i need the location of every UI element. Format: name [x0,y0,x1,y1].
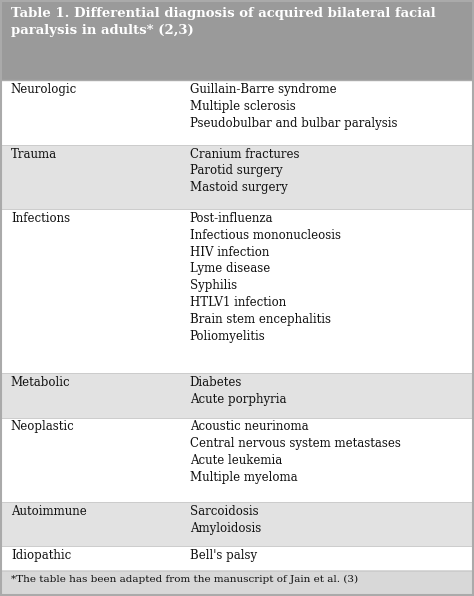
Text: Infections: Infections [11,212,70,225]
Text: Post-influenza
Infectious mononucleosis
HIV infection
Lyme disease
Syphilis
HTLV: Post-influenza Infectious mononucleosis … [190,212,341,343]
Text: Neurologic: Neurologic [11,83,77,96]
Bar [1,418,473,502]
Text: Trauma: Trauma [11,148,57,160]
Text: Acoustic neurinoma
Central nervous system metastases
Acute leukemia
Multiple mye: Acoustic neurinoma Central nervous syste… [190,420,401,484]
Bar [1,570,473,595]
Bar [1,502,473,547]
Text: paralysis in adults* (2,3): paralysis in adults* (2,3) [11,24,194,37]
Bar [1,1,473,80]
Text: Autoimmune: Autoimmune [11,505,87,518]
Text: Sarcoidosis
Amyloidosis: Sarcoidosis Amyloidosis [190,505,261,535]
Text: Idiopathic: Idiopathic [11,549,71,562]
Text: Cranium fractures
Parotid surgery
Mastoid surgery: Cranium fractures Parotid surgery Mastoi… [190,148,299,194]
Bar [1,209,473,373]
Text: Table 1. Differential diagnosis of acquired bilateral facial: Table 1. Differential diagnosis of acqui… [11,7,436,20]
Bar [1,373,473,418]
Bar [1,145,473,209]
Text: Neoplastic: Neoplastic [11,420,74,433]
Text: *The table has been adapted from the manuscript of Jain et al. (3): *The table has been adapted from the man… [11,575,358,584]
Text: Diabetes
Acute porphyria: Diabetes Acute porphyria [190,376,286,406]
Text: Metabolic: Metabolic [11,376,71,389]
Text: Bell's palsy: Bell's palsy [190,549,257,562]
Text: Guillain-Barre syndrome
Multiple sclerosis
Pseudobulbar and bulbar paralysis: Guillain-Barre syndrome Multiple scleros… [190,83,397,130]
Bar [1,547,473,571]
Bar [1,80,473,145]
